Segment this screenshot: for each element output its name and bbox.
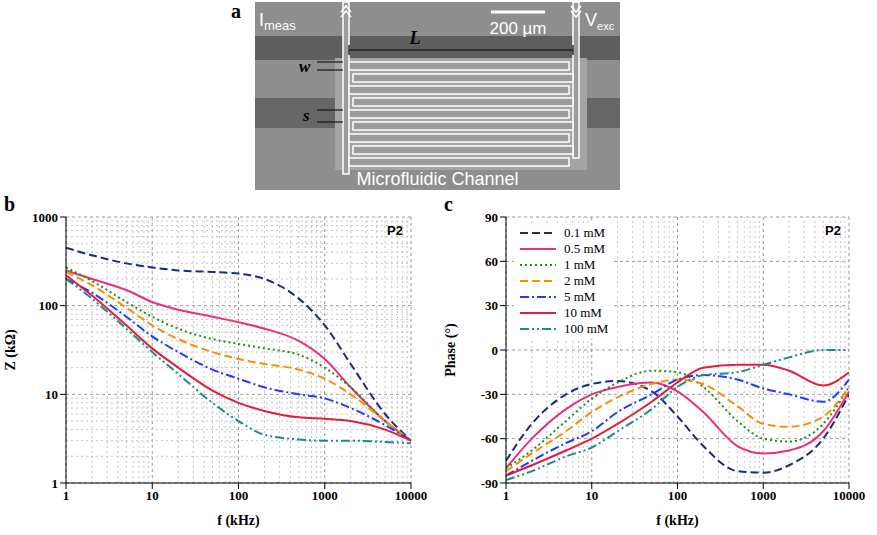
html-text:b: b bbox=[4, 193, 16, 215]
svg-text:-30: -30 bbox=[481, 387, 498, 402]
svg-text:10: 10 bbox=[146, 488, 159, 503]
svg-text:100: 100 bbox=[39, 298, 59, 313]
svg-text:100: 100 bbox=[668, 488, 688, 503]
svg-text:Phase (°): Phase (°) bbox=[443, 323, 459, 377]
svg-text:L: L bbox=[409, 28, 421, 48]
html-text:P2: P2 bbox=[387, 223, 403, 238]
svg-text:-60: -60 bbox=[481, 431, 498, 446]
html-text:0.5 mM: 0.5 mM bbox=[564, 241, 606, 256]
svg-text:Vexc: Vexc bbox=[585, 10, 615, 32]
html-text:a: a bbox=[231, 0, 241, 22]
svg-text:f (kHz): f (kHz) bbox=[217, 513, 260, 529]
svg-text:1: 1 bbox=[503, 488, 510, 503]
html-text:10 mM: 10 mM bbox=[564, 305, 602, 320]
svg-text:200 µm: 200 µm bbox=[489, 19, 546, 38]
svg-text:1000: 1000 bbox=[312, 488, 338, 503]
svg-text:1: 1 bbox=[63, 488, 70, 503]
svg-text:60: 60 bbox=[485, 254, 498, 269]
html-text:0.1 mM: 0.1 mM bbox=[564, 225, 606, 240]
html-text:5 mM: 5 mM bbox=[564, 289, 596, 304]
svg-text:1: 1 bbox=[52, 476, 59, 491]
svg-text:s: s bbox=[302, 106, 310, 125]
svg-text:10000: 10000 bbox=[395, 488, 428, 503]
svg-text:1000: 1000 bbox=[750, 488, 776, 503]
svg-text:30: 30 bbox=[485, 298, 498, 313]
html-text:P2: P2 bbox=[825, 223, 841, 238]
svg-text:Microfluidic Channel: Microfluidic Channel bbox=[356, 169, 518, 189]
html-text:1 mM: 1 mM bbox=[564, 257, 596, 272]
svg-text:-90: -90 bbox=[481, 476, 498, 491]
svg-text:1000: 1000 bbox=[32, 210, 58, 225]
svg-text:90: 90 bbox=[485, 210, 498, 225]
svg-text:f (kHz): f (kHz) bbox=[656, 513, 699, 529]
svg-text:Imeas: Imeas bbox=[259, 10, 296, 33]
svg-text:10: 10 bbox=[45, 387, 58, 402]
svg-text:Z (kΩ): Z (kΩ) bbox=[3, 329, 19, 370]
svg-text:10000: 10000 bbox=[833, 488, 866, 503]
svg-text:10: 10 bbox=[585, 488, 598, 503]
html-text:c: c bbox=[444, 193, 453, 215]
svg-text:100: 100 bbox=[229, 488, 249, 503]
svg-text:0: 0 bbox=[492, 343, 499, 358]
html-text:2 mM: 2 mM bbox=[564, 273, 596, 288]
html-text:100 mM: 100 mM bbox=[564, 321, 609, 336]
svg-text:w: w bbox=[299, 57, 311, 76]
